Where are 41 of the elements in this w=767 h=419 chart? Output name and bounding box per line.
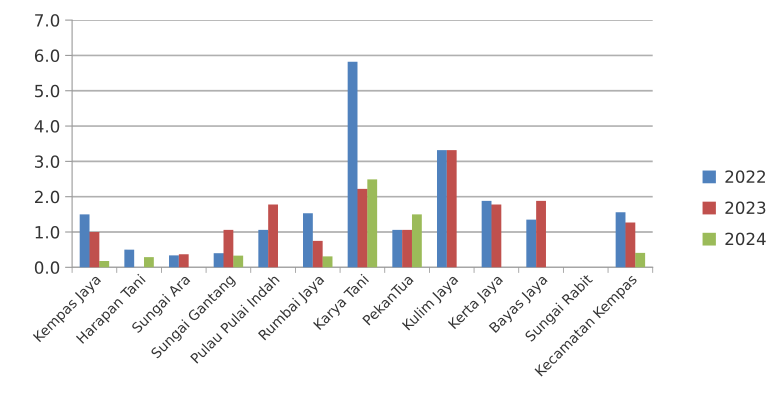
bar [144, 257, 154, 268]
bar [178, 254, 189, 268]
legend-label: 2024 [725, 232, 766, 246]
bar [446, 150, 457, 268]
y-tick-label: 3.0 [35, 155, 60, 168]
bar [312, 240, 323, 268]
bar [616, 212, 626, 268]
bar [402, 230, 412, 268]
bar [625, 222, 636, 268]
bar [268, 204, 278, 268]
bar [536, 200, 546, 268]
legend-label: 2022 [725, 170, 765, 183]
bar [412, 214, 422, 268]
bar [482, 200, 492, 268]
y-tick-label: 1.0 [36, 226, 60, 239]
bar [526, 220, 536, 268]
y-tick-label: 7.0 [35, 14, 60, 27]
bar [392, 230, 402, 268]
bar [224, 230, 234, 268]
bar [357, 188, 368, 268]
bar [233, 256, 244, 268]
bar [99, 260, 110, 268]
y-tick-label: 4.0 [34, 120, 60, 133]
y-tick-label: 0.0 [34, 261, 60, 274]
y-tick-label: 6.0 [34, 49, 60, 62]
bar [303, 213, 313, 268]
bar [80, 214, 90, 268]
bar [258, 230, 268, 268]
bar [322, 256, 332, 268]
bar [436, 150, 447, 268]
bar [348, 62, 358, 268]
bar [124, 250, 134, 268]
bar [491, 204, 502, 268]
bar [635, 252, 646, 268]
bar [169, 255, 179, 268]
bar [90, 232, 100, 268]
bar [214, 253, 224, 268]
y-tick-label: 2.0 [35, 190, 60, 204]
legend-label: 2023 [725, 201, 766, 214]
bar [367, 179, 378, 268]
y-tick-label: 5.0 [35, 84, 60, 98]
